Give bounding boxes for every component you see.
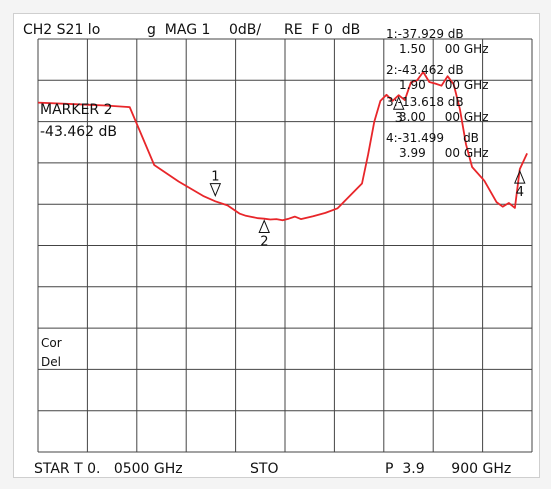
marker-2: 2 [258, 219, 270, 249]
active-marker-value: -43.462 dB [40, 124, 117, 140]
format-label: g MAG 1 [147, 22, 211, 38]
stop-frequency: P 3.9 900 GHz [385, 461, 512, 477]
marker-1-freq: 1.50 00 GHz [399, 42, 489, 56]
stop-label: STO [250, 461, 279, 477]
marker-1-symbol [209, 183, 222, 197]
active-marker-title: MARKER 2 [40, 102, 113, 118]
marker-1-label: 1:-37.929 dB [386, 27, 464, 41]
marker-4-number: 4 [516, 185, 524, 200]
status-delay: Del [41, 355, 61, 369]
marker-3-symbol [392, 95, 405, 110]
analyzer-screen: 1 2 3 4 CH2 S21 lo g MAG 1 0dB/ RE F 0 dB 1… [13, 13, 540, 478]
status-correction: Cor [41, 336, 62, 350]
marker-4: 4 [514, 169, 526, 200]
trace-plot: 1 2 3 4 [37, 38, 533, 453]
marker-3-freq: 3.00 00 GHz [399, 110, 489, 124]
channel-label: CH2 S21 lo [23, 22, 101, 38]
reference-label: RE F 0 dB [284, 22, 361, 38]
marker-2-number: 2 [260, 234, 268, 249]
marker-1-number: 1 [211, 170, 219, 185]
marker-4-freq: 3.99 00 GHz [399, 146, 489, 160]
marker-3-label: 3:-13.618 dB [386, 95, 464, 109]
marker-2-symbol [258, 219, 270, 233]
marker-1: 1 [209, 170, 222, 197]
s21-trace [37, 71, 528, 222]
marker-2-label: 2:-43.462 dB [386, 63, 464, 77]
marker-4-label: 4:-31.499 dB [386, 131, 479, 145]
start-frequency: STAR T 0. 0500 GHz [34, 461, 183, 477]
marker-3-number: 3 [395, 111, 403, 126]
trace-markers: 1 2 3 4 [209, 95, 526, 249]
marker-2-freq: 1.90 00 GHz [399, 78, 489, 92]
marker-3: 3 [392, 95, 405, 126]
marker-4-symbol [514, 169, 526, 184]
scale-label: 0dB/ [229, 22, 262, 38]
